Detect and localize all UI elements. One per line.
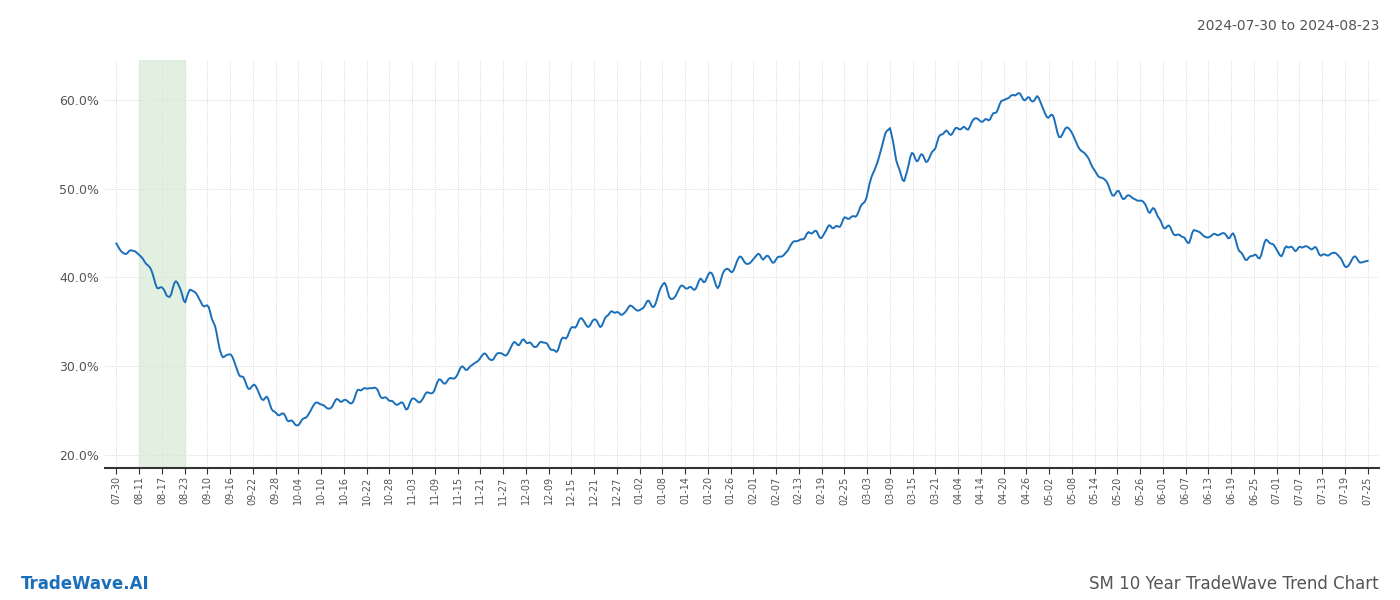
Bar [139,60,185,468]
Text: TradeWave.AI: TradeWave.AI [21,575,150,593]
Text: SM 10 Year TradeWave Trend Chart: SM 10 Year TradeWave Trend Chart [1089,575,1379,593]
Text: 2024-07-30 to 2024-08-23: 2024-07-30 to 2024-08-23 [1197,19,1379,33]
